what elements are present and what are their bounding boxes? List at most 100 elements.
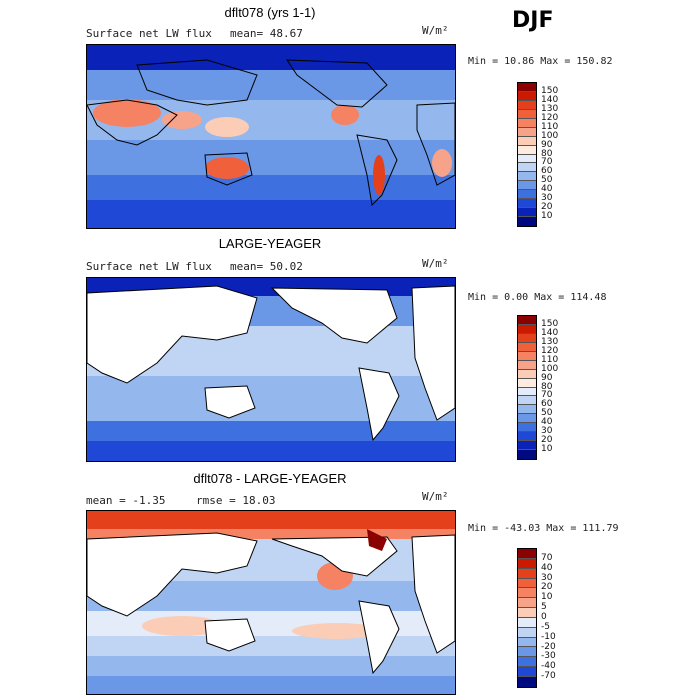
colorbar-2-swatch — [518, 342, 536, 352]
colorbar-2-swatch — [518, 405, 536, 415]
colorbar-1-tick-label: 80 — [541, 148, 553, 159]
colorbar-1-swatch — [518, 91, 536, 101]
colorbar-1-swatch — [518, 118, 536, 128]
colorbar-3-swatch — [518, 558, 536, 569]
colorbar-2-swatch — [518, 432, 536, 442]
colorbar-3-swatch — [518, 568, 536, 579]
colorbar-2-swatch — [518, 450, 536, 459]
colorbar-3-tick-label: -5 — [541, 621, 550, 632]
colorbar-2-tick-label: 140 — [541, 327, 559, 338]
colorbar-3-tick-label: 40 — [541, 562, 553, 573]
panel-1-variable: Surface net LW flux — [86, 27, 212, 40]
colorbar-2-swatch — [518, 360, 536, 370]
colorbar-1-swatch — [518, 181, 536, 191]
panel-3-mean: mean = -1.35 — [86, 494, 166, 507]
colorbar-2-tick-label: 10 — [541, 444, 553, 455]
panel-1-title: dflt078 (yrs 1-1) — [224, 5, 316, 20]
colorbar-1-tick-label: 20 — [541, 202, 553, 213]
colorbar-1-tick-label: 60 — [541, 166, 553, 177]
colorbar-2-tick-label: 110 — [541, 354, 559, 365]
panel-3-title: dflt078 - LARGE-YEAGER — [193, 471, 347, 486]
colorbar-2-swatch — [518, 378, 536, 388]
colorbar-2-swatch — [518, 423, 536, 433]
colorbar-3-swatch — [518, 627, 536, 638]
colorbar-2-tick-label: 20 — [541, 435, 553, 446]
colorbar-1-tick-label: 150 — [541, 85, 559, 96]
colorbar-3-tick-label: -30 — [541, 651, 556, 662]
colorbar-2-swatch — [518, 369, 536, 379]
colorbar-1-tick-label: 90 — [541, 139, 553, 150]
colorbar-3-tick-label: -10 — [541, 631, 556, 642]
colorbar-2-swatch — [518, 333, 536, 343]
panel-2-minmax: Min = 0.00 Max = 114.48 — [468, 292, 607, 303]
panel-2-title: LARGE-YEAGER — [218, 236, 322, 251]
colorbar-1-swatch — [518, 154, 536, 164]
panel-1-mean: mean= 48.67 — [230, 27, 303, 40]
panel-3-units: W/m² — [422, 490, 449, 503]
colorbar-1-tick-label: 10 — [541, 211, 553, 222]
panel-2-map — [86, 277, 456, 462]
colorbar-3-swatch — [518, 617, 536, 628]
colorbar-3-swatch — [518, 667, 536, 677]
colorbar-3-tick-label: 30 — [541, 572, 553, 583]
panel-1-colorbar — [517, 82, 537, 227]
colorbar-3-tick-label: -70 — [541, 671, 556, 682]
colorbar-1-swatch — [518, 217, 536, 226]
panel-1-minmax: Min = 10.86 Max = 150.82 — [468, 56, 613, 67]
colorbar-1-tick-label: 120 — [541, 112, 559, 123]
colorbar-2-swatch — [518, 387, 536, 397]
colorbar-1-swatch — [518, 199, 536, 209]
colorbar-1-tick-label: 40 — [541, 184, 553, 195]
colorbar-3-swatch — [518, 588, 536, 599]
colorbar-3-tick-label: -20 — [541, 641, 556, 652]
colorbar-1-swatch — [518, 163, 536, 173]
colorbar-3-swatch — [518, 676, 536, 687]
colorbar-2-swatch — [518, 324, 536, 334]
colorbar-2-tick-label: 60 — [541, 399, 553, 410]
colorbar-3-tick-label: 5 — [541, 602, 547, 613]
panel-1-units: W/m² — [422, 24, 449, 37]
colorbar-2-tick-label: 80 — [541, 381, 553, 392]
panel-1-map — [86, 44, 456, 229]
colorbar-2-swatch — [518, 441, 536, 451]
colorbar-2-tick-label: 100 — [541, 363, 559, 374]
colorbar-2-tick-label: 30 — [541, 426, 553, 437]
season-label: DJF — [512, 8, 554, 33]
colorbar-3-swatch — [518, 637, 536, 648]
colorbar-1-tick-label: 70 — [541, 157, 553, 168]
colorbar-2-tick-label: 150 — [541, 318, 559, 329]
colorbar-1-tick-label: 140 — [541, 94, 559, 105]
colorbar-1-swatch — [518, 127, 536, 137]
panel-2-mean: mean= 50.02 — [230, 260, 303, 273]
colorbar-3-swatch — [518, 647, 536, 658]
colorbar-1-tick-label: 110 — [541, 121, 559, 132]
colorbar-2-tick-label: 70 — [541, 390, 553, 401]
colorbar-3-swatch — [518, 657, 536, 668]
colorbar-2-tick-label: 90 — [541, 372, 553, 383]
colorbar-2-tick-label: 120 — [541, 345, 559, 356]
colorbar-1-swatch — [518, 83, 536, 92]
colorbar-3-tick-label: -40 — [541, 661, 556, 672]
colorbar-3-tick-label: 0 — [541, 612, 547, 622]
colorbar-1-tick-label: 30 — [541, 193, 553, 204]
panel-2-units: W/m² — [422, 257, 449, 270]
colorbar-1-tick-label: 50 — [541, 175, 553, 186]
colorbar-2-tick-label: 40 — [541, 417, 553, 428]
panel-2-variable: Surface net LW flux — [86, 260, 212, 273]
colorbar-2-tick-label: 130 — [541, 336, 559, 347]
colorbar-1-swatch — [518, 208, 536, 218]
colorbar-3-swatch — [518, 598, 536, 609]
colorbar-2-swatch — [518, 351, 536, 361]
colorbar-3-tick-label: 70 — [541, 552, 553, 563]
colorbar-1-tick-label: 100 — [541, 130, 559, 141]
colorbar-3-swatch — [518, 608, 536, 618]
panel-3-rmse: rmse = 18.03 — [196, 494, 276, 507]
panel-3-colorbar — [517, 548, 537, 688]
colorbar-3-tick-label: 10 — [541, 592, 553, 603]
panel-3-map — [86, 510, 456, 695]
colorbar-1-swatch — [518, 109, 536, 119]
colorbar-1-tick-label: 130 — [541, 103, 559, 114]
colorbar-2-swatch — [518, 414, 536, 424]
colorbar-2-swatch — [518, 396, 536, 406]
colorbar-2-tick-label: 50 — [541, 408, 553, 419]
